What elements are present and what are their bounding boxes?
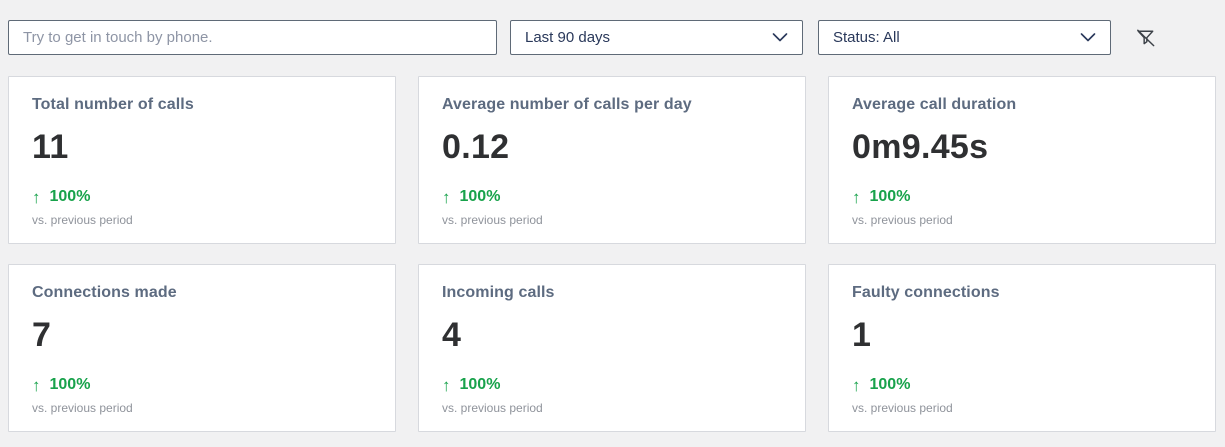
comparison-label: vs. previous period bbox=[442, 401, 543, 415]
comparison-label: vs. previous period bbox=[852, 213, 953, 227]
trend-indicator: ↑ 100% bbox=[442, 188, 781, 206]
filter-off-icon bbox=[1134, 26, 1157, 49]
card-title: Total number of calls bbox=[32, 96, 194, 113]
stat-cards-grid: Total number of calls 11 ↑ 100% vs. prev… bbox=[0, 55, 1225, 432]
arrow-up-icon: ↑ bbox=[852, 187, 861, 207]
trend-value: 100% bbox=[459, 376, 501, 393]
filter-bar: Last 90 days Status: All bbox=[0, 0, 1225, 55]
card-title: Faulty connections bbox=[852, 284, 1000, 301]
chevron-down-icon bbox=[1080, 33, 1096, 42]
trend-indicator: ↑ 100% bbox=[852, 188, 1191, 206]
comparison-label: vs. previous period bbox=[852, 401, 953, 415]
card-value: 11 bbox=[32, 128, 69, 166]
stat-card-faulty-connections: Faulty connections 1 ↑ 100% vs. previous… bbox=[828, 264, 1216, 432]
trend-value: 100% bbox=[459, 188, 501, 205]
arrow-up-icon: ↑ bbox=[442, 375, 451, 395]
trend-indicator: ↑ 100% bbox=[32, 376, 371, 394]
status-select[interactable]: Status: All bbox=[818, 20, 1111, 55]
card-title: Connections made bbox=[32, 284, 177, 301]
card-title: Incoming calls bbox=[442, 284, 555, 301]
arrow-up-icon: ↑ bbox=[442, 187, 451, 207]
card-title: Average call duration bbox=[852, 96, 1017, 113]
trend-value: 100% bbox=[869, 376, 911, 393]
clear-filters-button[interactable] bbox=[1130, 23, 1160, 53]
card-title: Average number of calls per day bbox=[442, 96, 692, 113]
card-value: 4 bbox=[442, 316, 462, 354]
stat-card-incoming-calls: Incoming calls 4 ↑ 100% vs. previous per… bbox=[418, 264, 806, 432]
trend-value: 100% bbox=[49, 376, 91, 393]
stat-card-total-calls: Total number of calls 11 ↑ 100% vs. prev… bbox=[8, 76, 396, 244]
stat-card-avg-call-duration: Average call duration 0m9.45s ↑ 100% vs.… bbox=[828, 76, 1216, 244]
arrow-up-icon: ↑ bbox=[32, 375, 41, 395]
arrow-up-icon: ↑ bbox=[852, 375, 861, 395]
comparison-label: vs. previous period bbox=[32, 213, 133, 227]
date-range-value: Last 90 days bbox=[525, 29, 611, 46]
trend-value: 100% bbox=[869, 188, 911, 205]
chevron-down-icon bbox=[772, 33, 788, 42]
card-value: 0m9.45s bbox=[852, 128, 989, 166]
card-value: 0.12 bbox=[442, 128, 510, 166]
search-input[interactable] bbox=[8, 20, 497, 55]
card-value: 1 bbox=[852, 316, 872, 354]
date-range-select[interactable]: Last 90 days bbox=[510, 20, 803, 55]
comparison-label: vs. previous period bbox=[442, 213, 543, 227]
trend-indicator: ↑ 100% bbox=[442, 376, 781, 394]
stat-card-connections-made: Connections made 7 ↑ 100% vs. previous p… bbox=[8, 264, 396, 432]
arrow-up-icon: ↑ bbox=[32, 187, 41, 207]
trend-value: 100% bbox=[49, 188, 91, 205]
comparison-label: vs. previous period bbox=[32, 401, 133, 415]
status-value: Status: All bbox=[833, 29, 900, 46]
trend-indicator: ↑ 100% bbox=[32, 188, 371, 206]
trend-indicator: ↑ 100% bbox=[852, 376, 1191, 394]
card-value: 7 bbox=[32, 316, 52, 354]
stat-card-avg-calls-per-day: Average number of calls per day 0.12 ↑ 1… bbox=[418, 76, 806, 244]
